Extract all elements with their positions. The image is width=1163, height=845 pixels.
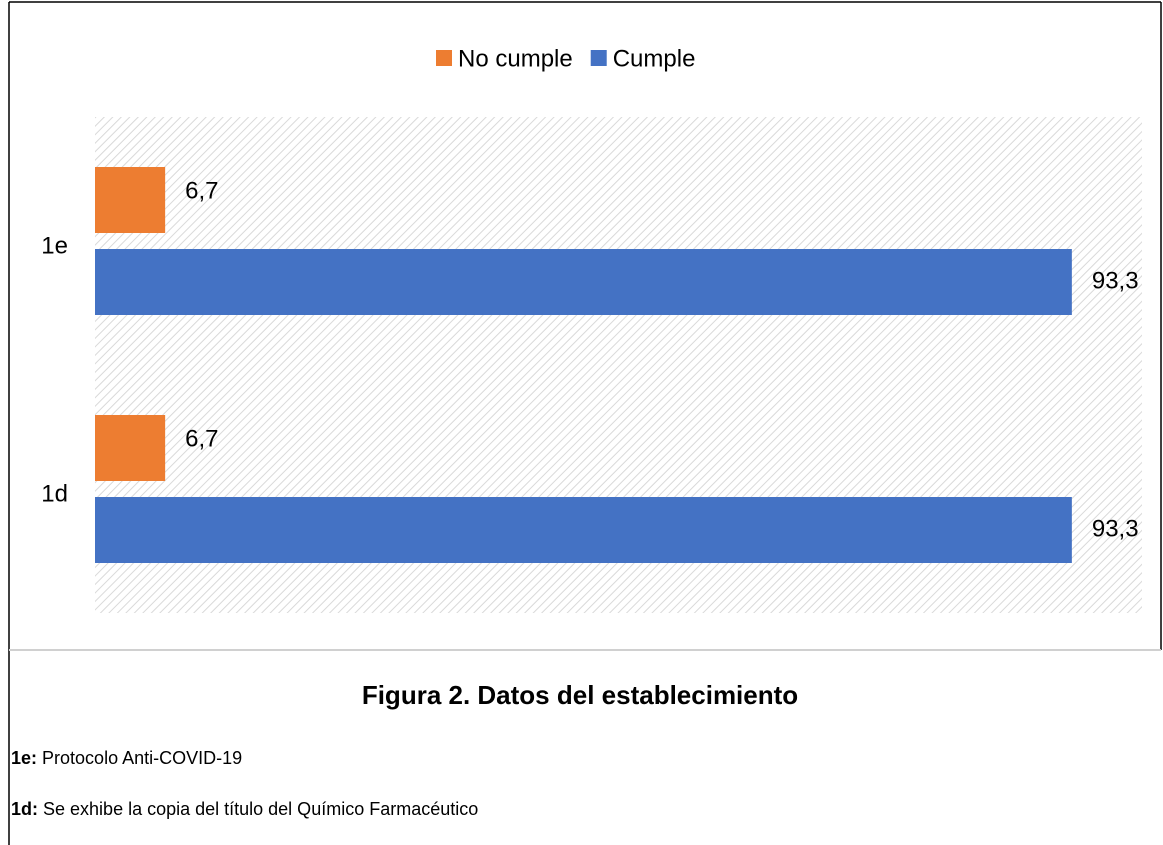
- legend-label: No cumple: [458, 45, 573, 72]
- note-text: Protocolo Anti-COVID-19: [42, 748, 242, 768]
- caption: Figura 2. Datos del establecimiento: [362, 680, 798, 710]
- note: 1e: Protocolo Anti-COVID-19: [11, 748, 242, 768]
- data-label: 93,3: [1092, 267, 1139, 294]
- bar: [95, 497, 1072, 563]
- y-tick-label: 1d: [41, 480, 68, 507]
- data-label: 93,3: [1092, 515, 1139, 542]
- y-tick-label: 1e: [41, 232, 68, 259]
- bar: [95, 415, 166, 481]
- data-label: 6,7: [185, 177, 218, 204]
- bar: [95, 249, 1072, 315]
- legend-swatch: [590, 50, 607, 66]
- note-text: Se exhibe la copia del título del Químic…: [43, 799, 478, 819]
- data-label: 6,7: [185, 425, 218, 452]
- note-key: 1e:: [11, 748, 37, 768]
- legend-label: Cumple: [613, 45, 696, 72]
- bar: [95, 167, 166, 233]
- legend-swatch: [436, 50, 452, 66]
- note: 1d: Se exhibe la copia del título del Qu…: [11, 799, 478, 819]
- note-key: 1d:: [11, 799, 38, 819]
